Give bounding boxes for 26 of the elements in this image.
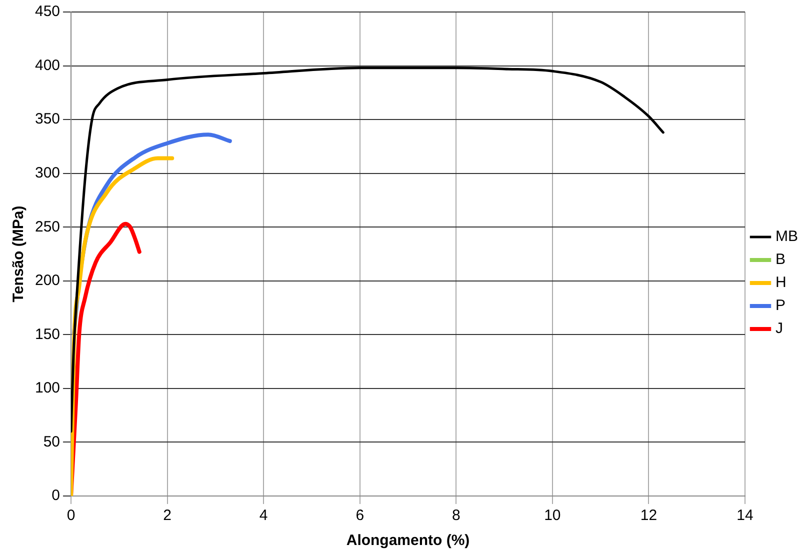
- y-tick-label: 50: [43, 433, 60, 450]
- y-tick-label: 150: [34, 326, 60, 343]
- x-axis-title: Alongamento (%): [346, 532, 470, 550]
- legend-label: P: [776, 297, 786, 314]
- x-tick-label: 8: [452, 507, 460, 524]
- x-tick-label: 4: [259, 507, 268, 524]
- legend-label: B: [776, 251, 786, 268]
- legend-label: H: [776, 274, 786, 292]
- x-tick-label: 10: [544, 507, 561, 524]
- y-tick-label: 400: [34, 56, 60, 74]
- y-tick-label: 200: [34, 272, 60, 290]
- x-tick-label: 12: [640, 507, 658, 524]
- x-tick-label: 6: [356, 507, 364, 524]
- y-tick-label: 450: [34, 3, 60, 20]
- x-tick-label: 14: [736, 507, 754, 524]
- y-axis-title: Tensão (MPa): [10, 206, 28, 302]
- y-tick-label: 300: [34, 164, 60, 182]
- x-tick-label: 2: [163, 507, 172, 524]
- x-tick-label: 0: [66, 507, 76, 524]
- y-tick-label: 350: [34, 110, 60, 128]
- line-series: [71, 66, 664, 433]
- legend-label: J: [776, 320, 783, 338]
- legend-label: MB: [776, 228, 798, 246]
- y-tick-label: 0: [52, 487, 60, 504]
- y-tick-label: 100: [34, 380, 60, 397]
- y-tick-label: 250: [34, 218, 60, 236]
